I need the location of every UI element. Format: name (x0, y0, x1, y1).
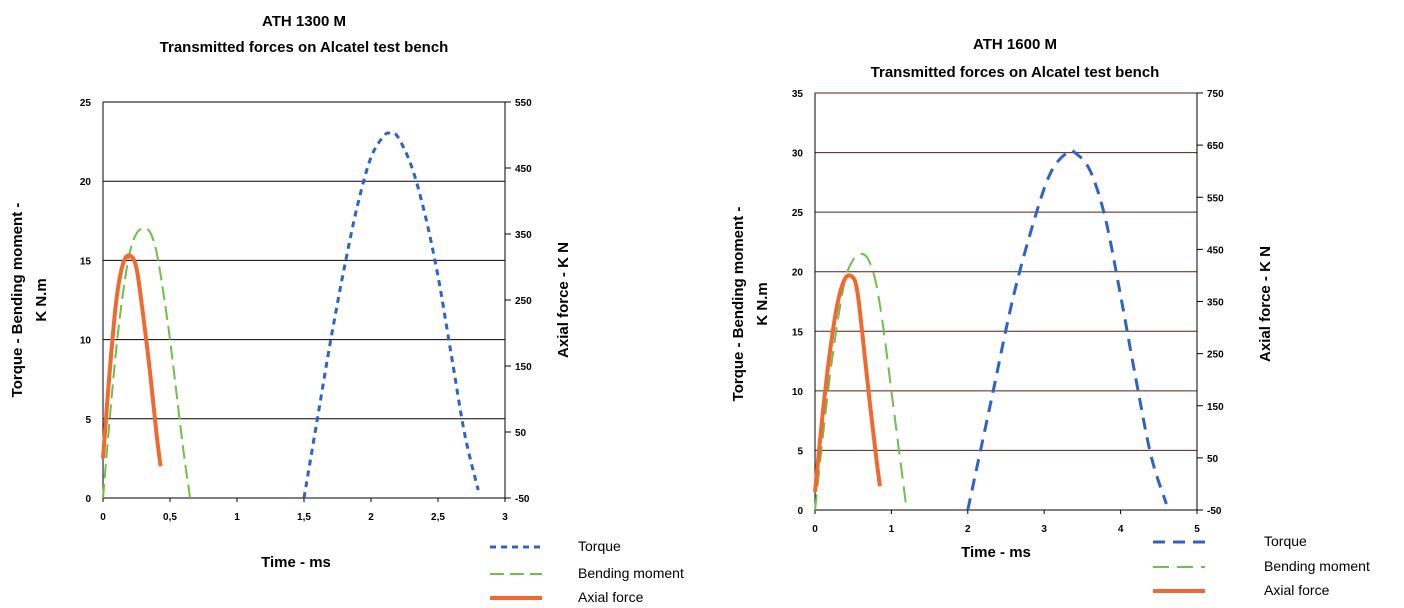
y-axis-label-line-1: Torque - Bending moment - (9, 203, 26, 398)
x-tick-label: 1 (234, 512, 240, 523)
y2-tick-label: 250 (515, 296, 532, 307)
x-axis-label: Time - ms (261, 554, 331, 571)
y-axis-label-line-2: K N.m (33, 278, 50, 321)
y2-tick-label: 550 (515, 98, 532, 109)
series-line-axial-force (813, 273, 882, 493)
y-axis-label-line-2: K N.m (754, 282, 771, 325)
y-tick-label: 0 (85, 494, 91, 505)
y2-tick-label: 350 (1207, 298, 1224, 309)
chart-ath-1300: ATH 1300 M Transmitted forces on Alcatel … (9, 13, 684, 605)
y-tick-label: 20 (80, 177, 92, 188)
y-tick-label: 20 (792, 268, 804, 279)
x-tick-label: 5 (1194, 524, 1200, 535)
y2-tick-label: -50 (1207, 506, 1222, 517)
x-tick-label: 1,5 (297, 512, 311, 523)
x-tick-label: 0 (100, 512, 106, 523)
legend-label-bending-moment: Bending moment (1264, 558, 1370, 574)
legend-label-torque: Torque (1264, 533, 1307, 549)
legend-label-axial-force: Axial force (578, 589, 644, 605)
y-axis-label-line-1: Torque - Bending moment - (730, 207, 747, 402)
y-tick-label: 10 (80, 336, 92, 347)
x-axis-label: Time - ms (961, 544, 1031, 561)
chart-title-line-1: ATH 1300 M (262, 13, 346, 30)
y2-tick-label: 50 (1207, 454, 1219, 465)
chart-title-line-1: ATH 1600 M (973, 36, 1057, 53)
x-tick-label: 3 (1041, 524, 1047, 535)
chart-title-line-2: Transmitted forces on Alcatel test bench (871, 64, 1160, 81)
y2-tick-label: 350 (515, 230, 532, 241)
y2-tick-label: 450 (515, 164, 532, 175)
legend-label-axial-force: Axial force (1264, 582, 1330, 598)
series-line-torque (966, 148, 1168, 511)
y2-tick-label: 750 (1207, 89, 1224, 100)
legend-label-bending-moment: Bending moment (578, 565, 684, 581)
y2-tick-label: 650 (1207, 141, 1224, 152)
y-tick-label: 0 (797, 506, 803, 517)
y2-tick-label: 550 (1207, 193, 1224, 204)
y2-tick-label: -50 (515, 494, 530, 505)
y-tick-label: 15 (80, 256, 92, 267)
x-tick-label: 2 (368, 512, 374, 523)
y-tick-label: 35 (792, 89, 804, 100)
y-tick-label: 25 (80, 98, 92, 109)
x-tick-label: 0 (812, 524, 818, 535)
y-tick-label: 5 (797, 446, 803, 457)
y2-tick-label: 450 (1207, 245, 1224, 256)
x-tick-label: 3 (502, 512, 508, 523)
y2-tick-label: 50 (515, 428, 527, 439)
x-tick-label: 2,5 (431, 512, 445, 523)
x-tick-label: 4 (1118, 524, 1124, 535)
series-line-axial-force (101, 253, 163, 467)
x-tick-label: 1 (889, 524, 895, 535)
y2-tick-label: 150 (515, 362, 532, 373)
chart-title-line-2: Transmitted forces on Alcatel test bench (160, 39, 449, 56)
series-line-torque (302, 131, 480, 499)
y2-tick-label: 250 (1207, 350, 1224, 361)
y-tick-label: 30 (792, 149, 804, 160)
y-tick-label: 5 (85, 415, 91, 426)
y2-axis-label: Axial force - K N (555, 242, 572, 358)
series-line-bending-moment (814, 252, 908, 511)
y-tick-label: 10 (792, 387, 804, 398)
y2-axis-label: Axial force - K N (1257, 246, 1274, 362)
y2-tick-label: 150 (1207, 402, 1224, 413)
chart-ath-1600: ATH 1600 M Transmitted forces on Alcatel … (730, 36, 1370, 598)
legend-label-torque: Torque (578, 538, 621, 554)
series-line-bending-moment (102, 227, 192, 499)
x-tick-label: 2 (965, 524, 971, 535)
y-tick-label: 15 (792, 327, 804, 338)
x-tick-label: 0,5 (163, 512, 177, 523)
y-tick-label: 25 (792, 208, 804, 219)
